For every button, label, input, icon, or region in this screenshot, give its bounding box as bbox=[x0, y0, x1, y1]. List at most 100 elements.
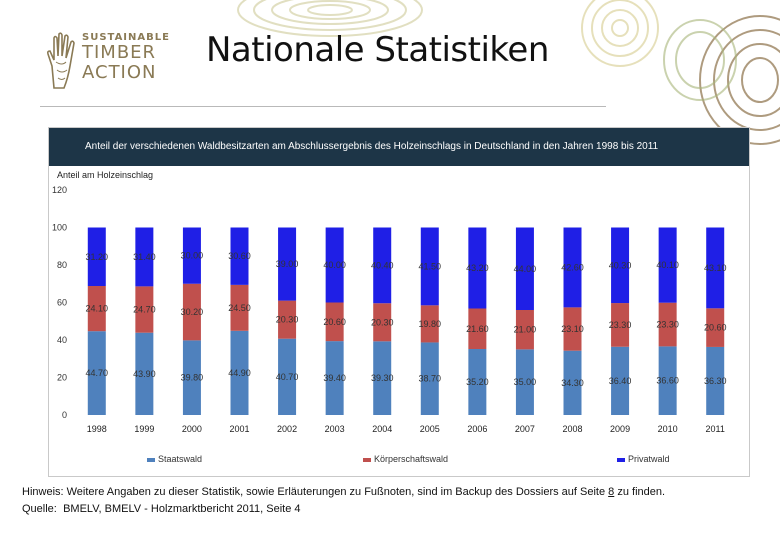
y-tick-label: 80 bbox=[57, 260, 67, 270]
data-label: 36.60 bbox=[656, 376, 679, 386]
x-tick-label: 2006 bbox=[467, 424, 487, 434]
data-label: 38.70 bbox=[419, 374, 442, 384]
bar-segment bbox=[87, 331, 106, 415]
data-label: 40.70 bbox=[276, 372, 299, 382]
data-label: 24.70 bbox=[133, 305, 156, 315]
data-label: 23.30 bbox=[609, 320, 632, 330]
bar-segment bbox=[325, 341, 344, 415]
data-label: 40.30 bbox=[609, 260, 632, 270]
logo-text-timber: TIMBER bbox=[82, 42, 157, 63]
data-label: 21.00 bbox=[514, 325, 537, 335]
data-label: 43.10 bbox=[704, 263, 727, 273]
data-label: 24.10 bbox=[86, 304, 109, 314]
data-label: 44.70 bbox=[86, 368, 109, 378]
x-tick-label: 2002 bbox=[277, 424, 297, 434]
data-label: 30.00 bbox=[181, 251, 204, 261]
stacked-bar-plot: 0 20 40 60 80 100 120 44.70 24.10 31.20 1998 43.90 2… bbox=[52, 185, 727, 434]
data-label: 21.60 bbox=[466, 324, 489, 334]
x-tick-label: 2010 bbox=[658, 424, 678, 434]
data-label: 43.20 bbox=[466, 263, 489, 273]
data-label: 20.30 bbox=[371, 317, 394, 327]
bar-segment bbox=[373, 303, 392, 342]
x-tick-label: 1999 bbox=[134, 424, 154, 434]
bar-segment bbox=[611, 346, 630, 415]
data-label: 40.40 bbox=[371, 260, 394, 270]
data-label: 20.60 bbox=[323, 317, 346, 327]
x-tick-label: 2005 bbox=[420, 424, 440, 434]
bar-segment bbox=[706, 346, 725, 415]
data-label: 23.30 bbox=[656, 320, 679, 330]
legend-swatch-koerperschaftswald bbox=[363, 457, 371, 462]
bar-segment bbox=[135, 286, 154, 333]
legend-label-privatwald: Privatwald bbox=[628, 454, 670, 464]
bar-segment bbox=[278, 300, 297, 339]
data-label: 24.50 bbox=[228, 303, 251, 313]
bar-segment bbox=[515, 227, 534, 310]
y-tick-label: 40 bbox=[57, 335, 67, 345]
legend-swatch-privatwald bbox=[617, 457, 625, 462]
bar-segment bbox=[182, 340, 201, 415]
data-label: 31.20 bbox=[86, 252, 109, 262]
data-label: 36.40 bbox=[609, 376, 632, 386]
footnote-page-link[interactable]: 8 bbox=[608, 486, 615, 498]
x-tick-label: 2011 bbox=[706, 424, 725, 434]
y-tick-label: 20 bbox=[57, 373, 67, 383]
bar-segment bbox=[658, 346, 677, 415]
data-label: 35.20 bbox=[466, 377, 489, 387]
data-label: 20.30 bbox=[276, 315, 299, 325]
source-text: BMELV, BMELV - Holzmarktbericht 2011, Se… bbox=[63, 503, 301, 515]
data-label: 39.40 bbox=[323, 373, 346, 383]
x-tick-label: 2008 bbox=[562, 424, 582, 434]
data-label: 34.30 bbox=[561, 378, 584, 388]
hand-logo-icon bbox=[46, 32, 75, 89]
y-tick-label: 100 bbox=[52, 223, 67, 233]
bar-segment bbox=[515, 310, 534, 350]
data-label: 44.90 bbox=[228, 368, 251, 378]
data-label: 30.60 bbox=[228, 251, 251, 261]
footnote: Hinweis: Weitere Angaben zu dieser Stati… bbox=[22, 486, 665, 498]
footnote-text: Hinweis: Weitere Angaben zu dieser Stati… bbox=[22, 486, 609, 498]
bar-segment bbox=[611, 303, 630, 347]
bar-segment bbox=[515, 349, 534, 415]
bar-segment bbox=[420, 227, 439, 306]
footnote-text-end: zu finden. bbox=[614, 486, 666, 498]
bar-segment bbox=[278, 338, 297, 415]
sustainable-timber-action-logo: SUSTAINABLE TIMBER ACTION bbox=[46, 32, 169, 95]
source-label: Quelle: bbox=[22, 503, 57, 515]
bar-segment bbox=[468, 349, 487, 415]
data-label: 39.00 bbox=[276, 259, 299, 269]
data-label: 42.60 bbox=[561, 262, 584, 272]
legend-label-staatswald: Staatswald bbox=[158, 454, 203, 464]
bar-segment bbox=[278, 227, 297, 301]
bar-segment bbox=[563, 227, 582, 308]
bar-segment bbox=[706, 308, 725, 347]
logo-text-sustainable: SUSTAINABLE bbox=[82, 32, 170, 43]
x-tick-label: 2007 bbox=[515, 424, 535, 434]
bar-segment bbox=[563, 307, 582, 351]
data-label: 36.30 bbox=[704, 376, 727, 386]
title-divider bbox=[40, 106, 606, 107]
bar-segment bbox=[373, 341, 392, 415]
data-label: 39.80 bbox=[181, 373, 204, 383]
bar-segment bbox=[87, 227, 106, 286]
bar-segment bbox=[563, 350, 582, 415]
data-label: 43.90 bbox=[133, 369, 156, 379]
bar-segment bbox=[658, 227, 677, 303]
bar-segment bbox=[182, 283, 201, 341]
bar-segment bbox=[420, 305, 439, 343]
data-label: 19.80 bbox=[419, 319, 442, 329]
tree-rings-decoration bbox=[237, 0, 780, 145]
logo-text-action: ACTION bbox=[82, 62, 157, 83]
data-label: 40.10 bbox=[656, 260, 679, 270]
bar-segment bbox=[87, 286, 106, 332]
legend-item-privatwald: Privatwald bbox=[617, 454, 670, 464]
page-title: Nationale Statistiken bbox=[206, 30, 549, 70]
bar-segment bbox=[420, 342, 439, 415]
x-tick-label: 2001 bbox=[229, 424, 249, 434]
data-label: 40.00 bbox=[323, 260, 346, 270]
chart-title: Anteil der verschiedenen Waldbesitzarten… bbox=[49, 128, 749, 166]
data-label: 35.00 bbox=[514, 377, 537, 387]
data-label: 44.00 bbox=[514, 264, 537, 274]
x-tick-label: 2004 bbox=[372, 424, 392, 434]
x-tick-label: 2000 bbox=[182, 424, 202, 434]
